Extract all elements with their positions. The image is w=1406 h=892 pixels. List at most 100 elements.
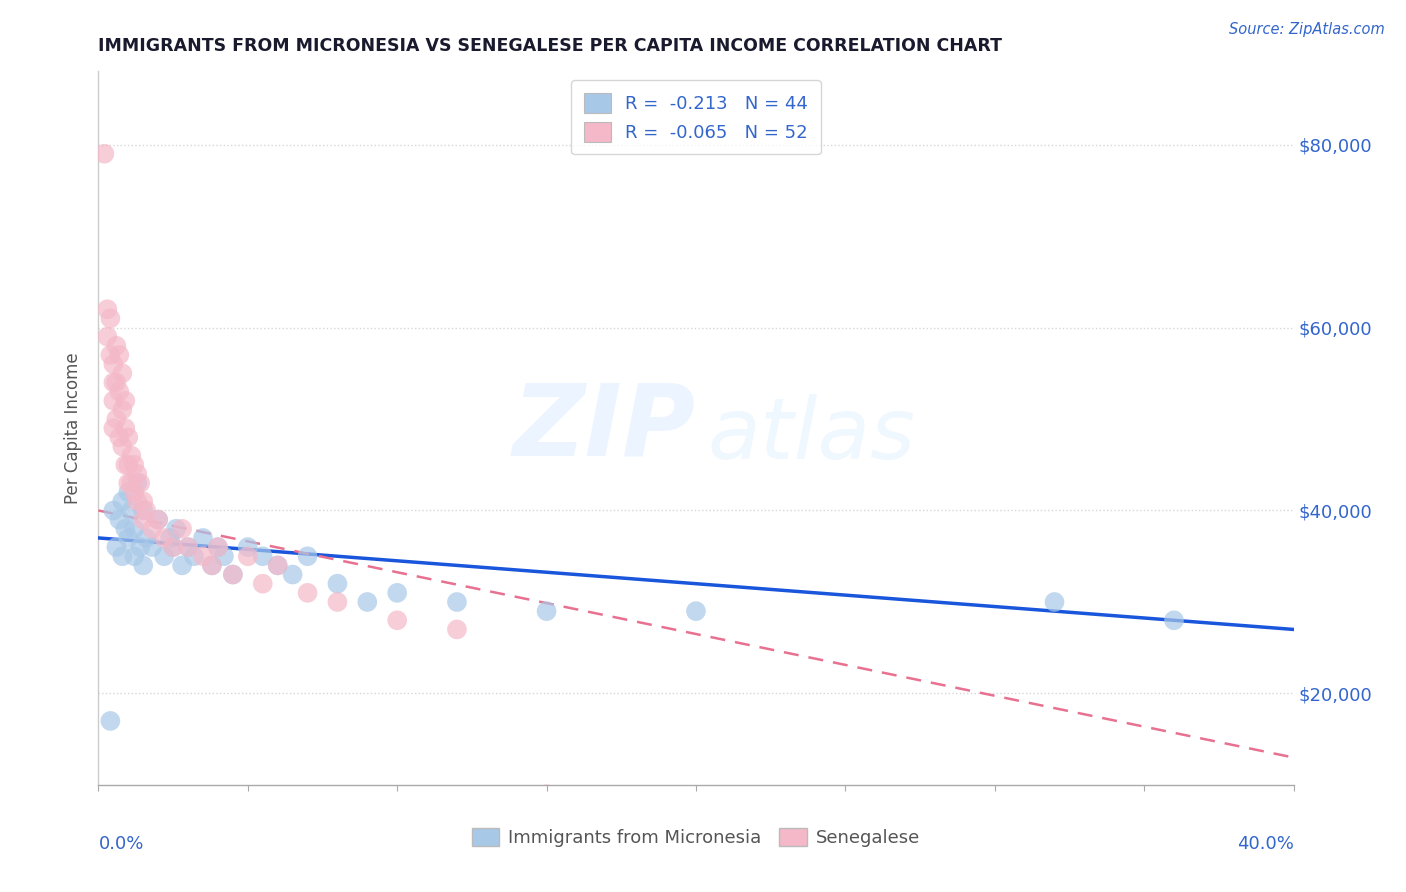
Legend: Immigrants from Micronesia, Senegalese: Immigrants from Micronesia, Senegalese	[465, 821, 927, 855]
Point	[446, 595, 468, 609]
Point	[222, 567, 245, 582]
Point	[105, 339, 128, 353]
Point	[127, 494, 149, 508]
Point	[120, 503, 142, 517]
Point	[536, 787, 558, 801]
Point	[127, 467, 149, 481]
Point	[207, 540, 229, 554]
Point	[96, 329, 118, 343]
Point	[177, 540, 200, 554]
Point	[93, 146, 115, 161]
Point	[96, 302, 118, 317]
Point	[191, 549, 214, 564]
Point	[129, 540, 152, 554]
Point	[446, 623, 468, 637]
Point	[108, 513, 131, 527]
Point	[108, 430, 131, 444]
Point	[103, 376, 125, 390]
Point	[117, 485, 139, 500]
Point	[111, 494, 134, 508]
Point	[114, 458, 136, 472]
Point	[162, 540, 184, 554]
Point	[117, 430, 139, 444]
Point	[153, 549, 176, 564]
Point	[148, 513, 170, 527]
Point	[356, 595, 378, 609]
Point	[124, 549, 146, 564]
Point	[183, 549, 205, 564]
Point	[120, 476, 142, 491]
Point	[127, 476, 149, 491]
Point	[326, 576, 349, 591]
Point	[111, 366, 134, 380]
Point	[385, 586, 409, 600]
Point	[114, 522, 136, 536]
Point	[98, 348, 122, 362]
Point	[111, 440, 134, 454]
Point	[124, 522, 146, 536]
Point	[236, 549, 259, 564]
Text: ZIP: ZIP	[513, 380, 696, 476]
Point	[117, 531, 139, 545]
Point	[172, 558, 194, 573]
Point	[162, 540, 184, 554]
Point	[252, 576, 274, 591]
Point	[114, 393, 136, 408]
Text: IMMIGRANTS FROM MICRONESIA VS SENEGALESE PER CAPITA INCOME CORRELATION CHART: IMMIGRANTS FROM MICRONESIA VS SENEGALESE…	[98, 37, 1002, 54]
Point	[267, 558, 290, 573]
Point	[103, 503, 125, 517]
Point	[120, 449, 142, 463]
Point	[297, 586, 319, 600]
Point	[141, 540, 163, 554]
Point	[132, 503, 155, 517]
Point	[222, 567, 245, 582]
Point	[148, 513, 170, 527]
Point	[132, 558, 155, 573]
Point	[132, 513, 155, 527]
Point	[685, 604, 707, 618]
Point	[103, 393, 125, 408]
Point	[111, 402, 134, 417]
Point	[105, 376, 128, 390]
Text: Source: ZipAtlas.com: Source: ZipAtlas.com	[1229, 22, 1385, 37]
Point	[105, 412, 128, 426]
Point	[129, 476, 152, 491]
Y-axis label: Per Capita Income: Per Capita Income	[63, 352, 82, 504]
Point	[172, 522, 194, 536]
Text: 0.0%: 0.0%	[98, 835, 143, 853]
Point	[114, 421, 136, 435]
Point	[536, 604, 558, 618]
Point	[108, 384, 131, 399]
Point	[207, 540, 229, 554]
Point	[111, 549, 134, 564]
Point	[297, 549, 319, 564]
Point	[1163, 613, 1185, 627]
Point	[201, 558, 224, 573]
Point	[135, 531, 157, 545]
Point	[117, 476, 139, 491]
Point	[141, 522, 163, 536]
Point	[326, 595, 349, 609]
Point	[267, 558, 290, 573]
Point	[117, 458, 139, 472]
Point	[1043, 595, 1066, 609]
Point	[236, 540, 259, 554]
Point	[124, 485, 146, 500]
Point	[201, 558, 224, 573]
Point	[177, 540, 200, 554]
Point	[132, 494, 155, 508]
Point	[108, 348, 131, 362]
Point	[103, 357, 125, 371]
Point	[135, 503, 157, 517]
Point	[124, 458, 146, 472]
Point	[103, 421, 125, 435]
Point	[165, 522, 187, 536]
Point	[191, 531, 214, 545]
Point	[252, 549, 274, 564]
Text: atlas: atlas	[709, 393, 915, 477]
Point	[212, 549, 235, 564]
Point	[98, 714, 122, 728]
Point	[153, 531, 176, 545]
Point	[159, 531, 181, 545]
Point	[385, 613, 409, 627]
